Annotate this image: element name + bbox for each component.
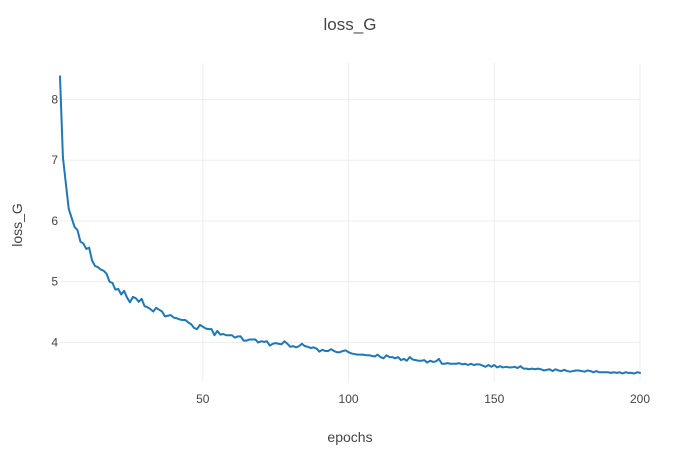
x-axis-label: epochs bbox=[327, 429, 372, 445]
x-tick-label: 200 bbox=[630, 392, 650, 406]
y-tick-label: 4 bbox=[51, 336, 58, 350]
y-tick-label: 5 bbox=[51, 275, 58, 289]
series-layer bbox=[59, 75, 641, 375]
chart-title: loss_G bbox=[324, 15, 377, 34]
y-tick-label: 8 bbox=[51, 92, 58, 106]
tick-labels: 50 100 150 200 4 5 6 7 8 bbox=[51, 92, 650, 406]
series-line bbox=[59, 75, 641, 375]
y-axis-label: loss_G bbox=[9, 203, 25, 247]
y-tick-label: 7 bbox=[51, 153, 58, 167]
grid-lines bbox=[60, 63, 641, 382]
x-tick-label: 150 bbox=[484, 392, 504, 406]
y-tick-label: 6 bbox=[51, 214, 58, 228]
x-tick-label: 50 bbox=[196, 392, 210, 406]
x-tick-label: 100 bbox=[339, 392, 359, 406]
